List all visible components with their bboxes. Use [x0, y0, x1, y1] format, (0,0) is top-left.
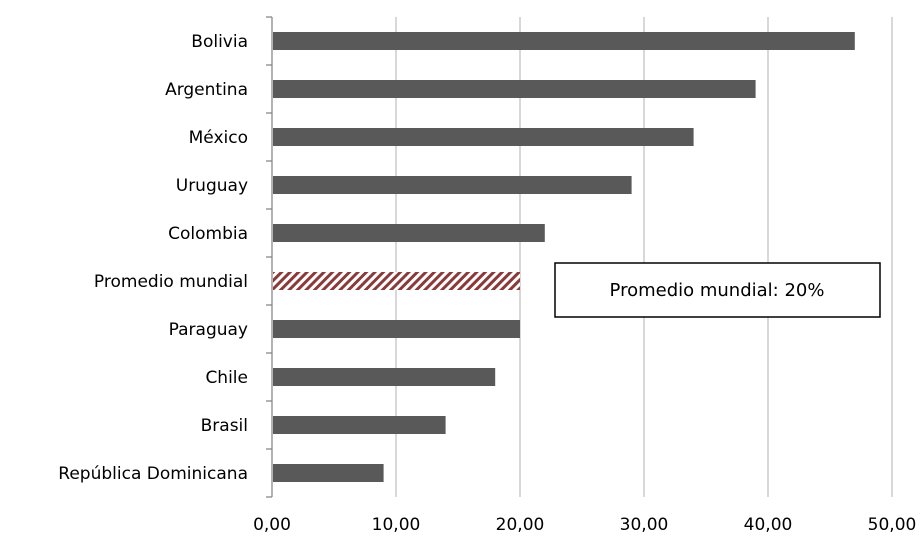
- bar: [273, 320, 520, 338]
- x-tick-label: 10,00: [372, 515, 421, 535]
- category-labels: Bolivia Argentina México Uruguay Colombia Pr…: [58, 32, 248, 484]
- category-label: Promedio mundial: [94, 272, 248, 292]
- annotation: Promedio mundial: 20%: [554, 262, 881, 318]
- x-tick-label: 40,00: [744, 515, 793, 535]
- category-label: México: [189, 128, 248, 148]
- x-tick-label: 30,00: [620, 515, 669, 535]
- category-label: Paraguay: [169, 320, 248, 340]
- bar-highlight: [273, 272, 520, 290]
- x-tick-label: 20,00: [496, 515, 545, 535]
- category-label: Brasil: [201, 416, 248, 436]
- category-label: Argentina: [165, 80, 248, 100]
- category-label: Colombia: [168, 224, 248, 244]
- bar: [273, 416, 446, 434]
- annotation-box: [554, 262, 881, 318]
- x-tick-labels: 0,00 10,00 20,00 30,00 40,00 50,00: [253, 515, 916, 535]
- bars: [273, 32, 855, 482]
- y-axis: [266, 16, 273, 498]
- bar: [273, 80, 756, 98]
- x-tick-label: 50,00: [868, 515, 917, 535]
- bar: [273, 176, 632, 194]
- bar: [273, 464, 384, 482]
- bar: [273, 32, 855, 50]
- category-label: Chile: [205, 368, 248, 388]
- x-tick-label: 0,00: [253, 515, 291, 535]
- bar: [273, 128, 694, 146]
- bar: [273, 224, 545, 242]
- category-label: Bolivia: [191, 32, 248, 52]
- annotation-text: Promedio mundial: 20%: [610, 280, 825, 301]
- category-label: República Dominicana: [58, 464, 248, 484]
- category-label: Uruguay: [176, 176, 248, 196]
- bar: [273, 368, 496, 386]
